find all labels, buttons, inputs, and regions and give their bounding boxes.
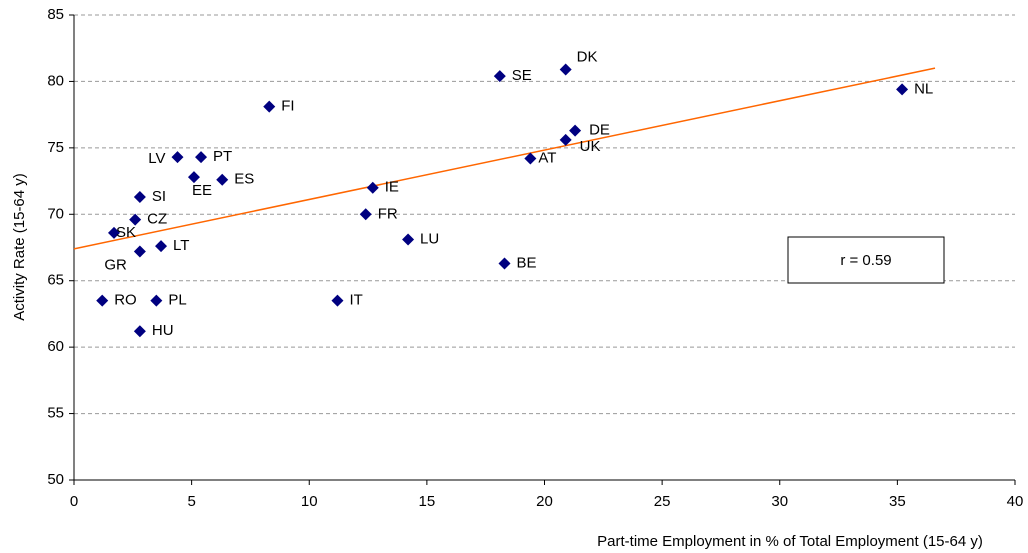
point-label: CZ xyxy=(147,211,167,228)
data-point xyxy=(524,152,537,165)
point-label: PL xyxy=(168,292,186,309)
x-tick-label: 5 xyxy=(187,493,195,510)
data-point xyxy=(133,191,146,204)
point-label: EE xyxy=(192,182,212,199)
data-point xyxy=(366,181,379,194)
x-tick-label: 10 xyxy=(301,493,318,510)
data-point xyxy=(195,151,208,164)
data-point xyxy=(359,208,372,221)
point-label: DE xyxy=(589,122,610,139)
data-point xyxy=(96,294,109,307)
point-label: HU xyxy=(152,322,174,339)
data-point xyxy=(133,325,146,338)
data-point xyxy=(171,151,184,164)
y-tick-label: 85 xyxy=(47,6,64,23)
y-tick-label: 50 xyxy=(47,471,64,488)
y-tick-label: 70 xyxy=(47,205,64,222)
y-tick-label: 55 xyxy=(47,405,64,422)
point-label: AT xyxy=(538,149,556,166)
point-label: LT xyxy=(173,237,189,254)
x-tick-label: 30 xyxy=(771,493,788,510)
x-tick-label: 25 xyxy=(654,493,671,510)
x-tick-label: 40 xyxy=(1007,493,1024,510)
x-tick-label: 35 xyxy=(889,493,906,510)
point-label: SI xyxy=(152,188,166,205)
x-tick-label: 15 xyxy=(419,493,436,510)
point-label: GR xyxy=(104,256,127,273)
data-point xyxy=(493,70,506,83)
point-label: PT xyxy=(213,148,232,165)
data-point xyxy=(216,173,229,186)
point-label: BE xyxy=(517,254,537,271)
y-tick-label: 60 xyxy=(47,338,64,355)
point-label: IE xyxy=(385,179,399,196)
x-tick-label: 0 xyxy=(70,493,78,510)
data-point xyxy=(107,226,120,239)
point-label: UK xyxy=(580,138,601,155)
data-point xyxy=(896,83,909,96)
y-tick-label: 65 xyxy=(47,272,64,289)
x-axis-label: Part-time Employment in % of Total Emplo… xyxy=(597,533,983,550)
data-point xyxy=(129,213,142,226)
point-label: FR xyxy=(378,205,398,222)
point-label: ES xyxy=(234,171,254,188)
annotation-box xyxy=(787,236,945,284)
data-point xyxy=(569,124,582,137)
y-tick-label: 75 xyxy=(47,139,64,156)
y-tick-label: 80 xyxy=(47,72,64,89)
data-point xyxy=(263,100,276,113)
point-label: IT xyxy=(349,292,362,309)
data-point xyxy=(187,171,200,184)
point-label: FI xyxy=(281,98,294,115)
point-label: LV xyxy=(148,150,165,167)
data-point xyxy=(155,240,168,253)
annotation: r = 0.59 xyxy=(840,252,891,269)
data-point xyxy=(133,245,146,258)
point-label: SE xyxy=(512,67,532,84)
point-label: LU xyxy=(420,230,439,247)
data-point xyxy=(331,294,344,307)
data-point xyxy=(150,294,163,307)
data-point xyxy=(402,233,415,246)
point-label: DK xyxy=(577,48,598,65)
point-label: NL xyxy=(914,80,933,97)
data-point xyxy=(559,63,572,76)
data-point xyxy=(559,133,572,146)
x-tick-label: 20 xyxy=(536,493,553,510)
trendline xyxy=(73,67,936,250)
point-label: RO xyxy=(114,292,137,309)
y-axis-label: Activity Rate (15-64 y) xyxy=(11,173,28,321)
point-label: SK xyxy=(116,224,136,241)
data-point xyxy=(498,257,511,270)
